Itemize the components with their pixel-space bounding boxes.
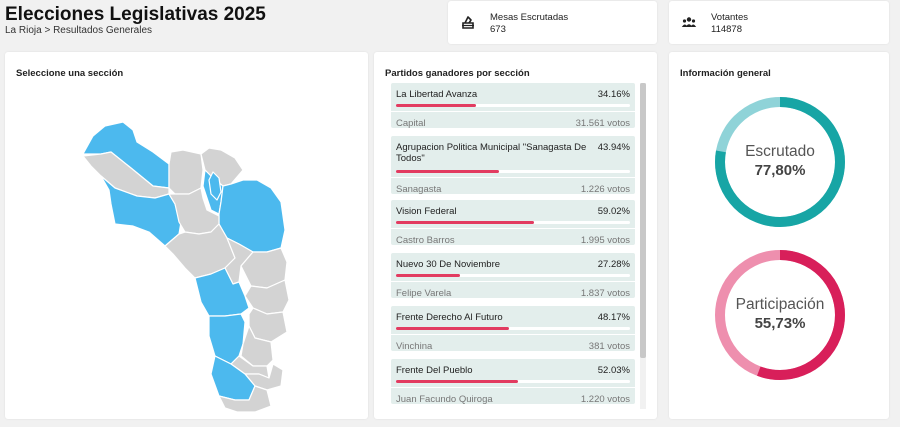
party-name: Nuevo 30 De Noviembre (396, 259, 501, 270)
party-divider (391, 281, 635, 282)
party-bar-fill (396, 380, 518, 383)
party-section: Felipe Varela (396, 288, 452, 299)
participacion-ring (715, 250, 845, 380)
people-icon (681, 17, 697, 27)
mesas-label: Mesas Escrutadas (490, 12, 569, 23)
party-divider (391, 177, 635, 178)
party-percentage: 52.03% (597, 365, 630, 376)
party-votes: 1.995 votos (580, 235, 630, 246)
party-votes: 1.226 votos (580, 184, 630, 195)
party-percentage: 43.94% (597, 142, 630, 153)
info-panel-title: Información general (680, 68, 771, 79)
party-bar-fill (396, 274, 460, 277)
votantes-card: Votantes 114878 (669, 1, 889, 44)
party-bar-fill (396, 327, 509, 330)
participacion-label-block: Participación 55,73% (712, 296, 848, 332)
mesas-escrutadas-card: Mesas Escrutadas 673 (448, 1, 657, 44)
breadcrumb: La Rioja > Resultados Generales (5, 25, 153, 36)
party-name: Agrupacion Politica Municipal "Sanagasta… (396, 142, 587, 164)
party-divider (391, 228, 635, 229)
mesas-value: 673 (490, 24, 506, 35)
party-bar-fill (396, 170, 499, 173)
party-name: Frente Del Pueblo (396, 365, 473, 376)
votantes-label: Votantes (711, 12, 748, 23)
escrutado-arc (715, 97, 845, 227)
party-card[interactable]: Nuevo 30 De Noviembre 27.28% Felipe Varela… (391, 253, 635, 299)
map-section-juan-facundo-quiroga[interactable] (194, 267, 250, 317)
escrutado-donut: Escrutado 77,80% (712, 94, 848, 230)
participacion-arc (715, 250, 845, 380)
party-section: Castro Barros (396, 235, 455, 246)
party-section: Juan Facundo Quiroga (396, 394, 493, 405)
participacion-donut: Participación 55,73% (712, 247, 848, 383)
map-section-sanagasta[interactable] (208, 171, 222, 201)
page-title: Elecciones Legislativas 2025 (5, 4, 266, 25)
escrutado-label-block: Escrutado 77,80% (712, 143, 848, 179)
party-bar-track (396, 274, 630, 277)
party-name: La Libertad Avanza (396, 89, 478, 100)
party-bar-track (396, 170, 630, 173)
party-bar-track (396, 380, 630, 383)
participacion-value: 55,73% (754, 315, 806, 332)
party-divider (391, 387, 635, 388)
party-card[interactable]: Vision Federal 59.02% Castro Barros 1.995 v… (391, 200, 635, 246)
party-name: Frente Derecho Al Futuro (396, 312, 503, 323)
votantes-value: 114878 (711, 24, 742, 35)
party-votes: 1.220 votos (580, 394, 630, 405)
party-card[interactable]: Agrupacion Politica Municipal "Sanagasta… (391, 136, 635, 195)
map-section-rosario-sur[interactable] (218, 385, 272, 413)
party-votes: 31.561 votos (575, 118, 630, 129)
party-name: Vision Federal (396, 206, 457, 217)
scrollbar-thumb[interactable] (640, 83, 646, 358)
party-divider (391, 111, 635, 112)
party-bar-fill (396, 221, 535, 224)
party-votes: 381 votos (588, 341, 630, 352)
party-percentage: 27.28% (597, 259, 630, 270)
la-rioja-map (82, 121, 290, 413)
party-card[interactable]: La Libertad Avanza 34.16% Capital 31.561 vo… (391, 83, 635, 129)
parties-panel: Partidos ganadores por sección La Libert… (374, 52, 657, 419)
party-bar-track (396, 221, 630, 224)
participacion-label: Participación (735, 296, 825, 313)
party-percentage: 48.17% (597, 312, 630, 323)
party-percentage: 34.16% (597, 89, 630, 100)
party-percentage: 59.02% (597, 206, 630, 217)
map-section-famatina[interactable] (168, 149, 204, 195)
escrutado-ring (715, 97, 845, 227)
party-card[interactable]: Frente Del Pueblo 52.03% Juan Facundo Quir… (391, 359, 635, 405)
party-bar-fill (396, 104, 476, 107)
party-card[interactable]: Frente Derecho Al Futuro 48.17% Vinchina 38… (391, 306, 635, 352)
map-section-chilecito[interactable] (168, 187, 220, 235)
party-section: Vinchina (396, 341, 433, 352)
parties-panel-title: Partidos ganadores por sección (385, 68, 530, 79)
ballot-box-icon (462, 16, 474, 29)
party-list[interactable]: La Libertad Avanza 34.16% Capital 31.561 vo… (391, 83, 635, 409)
map-panel-title: Seleccione una sección (16, 68, 124, 79)
map-section-rosario-vera-penaloza[interactable] (208, 313, 246, 365)
map-panel: Seleccione una sección (5, 52, 368, 419)
party-bar-track (396, 104, 630, 107)
escrutado-value: 77,80% (754, 162, 806, 179)
party-votes: 1.837 votos (580, 288, 630, 299)
party-divider (391, 334, 635, 335)
party-section: Sanagasta (396, 184, 442, 195)
escrutado-label: Escrutado (745, 143, 815, 160)
party-section: Capital (396, 118, 426, 129)
party-bar-track (396, 327, 630, 330)
map-section-general-ocampo[interactable] (240, 325, 274, 367)
info-panel: Información general Escrutado 77,80% Par… (669, 52, 889, 419)
